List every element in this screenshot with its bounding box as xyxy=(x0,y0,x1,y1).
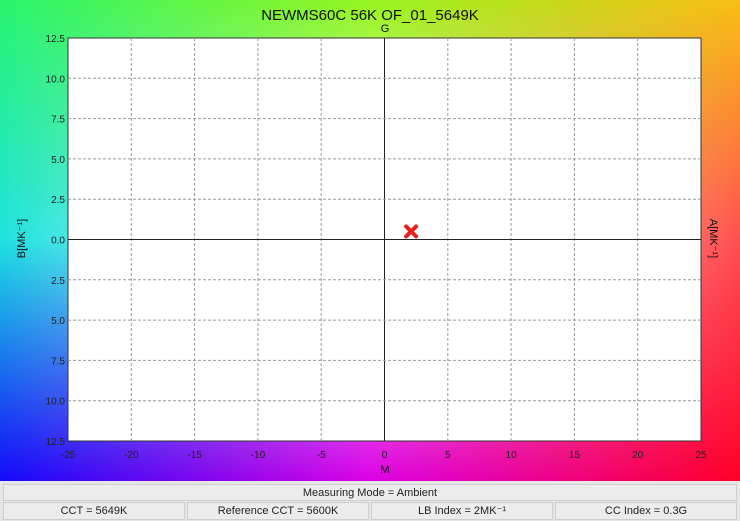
y-tick-label: 12.5 xyxy=(46,34,66,45)
x-tick-label: -10 xyxy=(251,450,266,461)
x-tick-label: 20 xyxy=(632,450,644,461)
x-tick-label: 15 xyxy=(569,450,581,461)
y-tick-label: 10.0 xyxy=(46,397,66,408)
y-tick-label: 5.0 xyxy=(51,316,65,327)
x-tick-label: -15 xyxy=(187,450,202,461)
info-panel: Measuring Mode = Ambient CCT = 5649K Ref… xyxy=(0,481,740,521)
lb-index-value: LB Index = 2MK⁻¹ xyxy=(371,502,553,520)
x-tick-label: 25 xyxy=(695,450,707,461)
x-tick-label: -5 xyxy=(317,450,326,461)
y-tick-label: 12.5 xyxy=(46,437,66,448)
plot-area: -25 -20 -15 -10 -5 0 5 10 15 20 25 12.5 10.0 7.5 5.0 2.… xyxy=(46,34,707,461)
y-tick-label: 5.0 xyxy=(51,155,65,166)
cc-index-value: CC Index = 0.3G xyxy=(555,502,737,520)
x-tick-label: -25 xyxy=(61,450,76,461)
chart-title: NEWMS60C 56K OF_01_5649K xyxy=(261,7,479,24)
reference-cct-value: Reference CCT = 5600K xyxy=(187,502,369,520)
x-tick-label: 5 xyxy=(445,450,451,461)
cct-value: CCT = 5649K xyxy=(3,502,185,520)
y-tick-label: 2.5 xyxy=(51,195,65,206)
y-tick-label: 7.5 xyxy=(51,356,65,367)
y-tick-label: 10.0 xyxy=(46,74,66,85)
y-tick-label: 0.0 xyxy=(51,236,65,247)
x-axis-label: M xyxy=(380,464,390,476)
x-tick-label: 0 xyxy=(382,450,388,461)
data-point-marker xyxy=(404,224,419,239)
y-tick-label: 2.5 xyxy=(51,276,65,287)
top-axis-label: G xyxy=(380,23,390,35)
y-tick-label: 7.5 xyxy=(51,115,65,126)
x-tick-label: 10 xyxy=(506,450,518,461)
measuring-mode: Measuring Mode = Ambient xyxy=(3,484,737,501)
x-tick-label: -20 xyxy=(124,450,139,461)
